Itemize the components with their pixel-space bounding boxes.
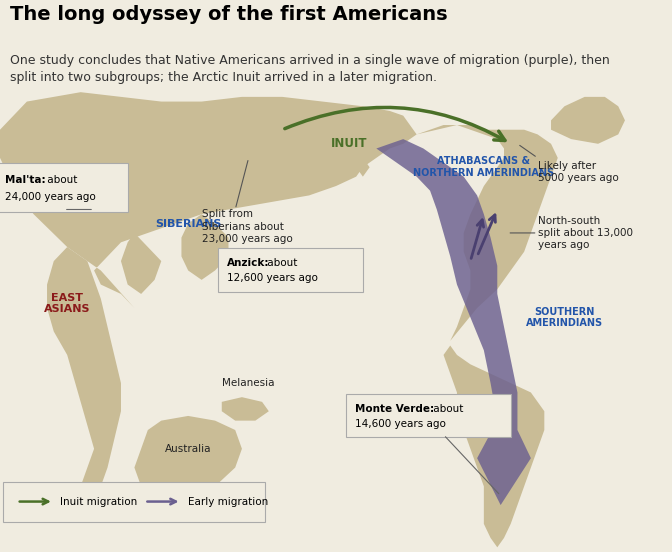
Text: 24,000 years ago: 24,000 years ago [5, 192, 96, 202]
Text: about: about [430, 404, 464, 414]
Polygon shape [417, 125, 558, 341]
Polygon shape [134, 416, 242, 496]
Text: Mal'ta:: Mal'ta: [5, 174, 46, 184]
Text: Australia: Australia [165, 444, 212, 454]
Text: 14,600 years ago: 14,600 years ago [355, 419, 446, 429]
Text: Early migration: Early migration [188, 497, 268, 507]
Polygon shape [47, 247, 121, 496]
Text: EAST
ASIANS: EAST ASIANS [44, 293, 91, 314]
FancyBboxPatch shape [3, 481, 265, 522]
Polygon shape [181, 214, 228, 280]
Text: Monte Verde:: Monte Verde: [355, 404, 434, 414]
FancyBboxPatch shape [0, 162, 128, 212]
Polygon shape [356, 158, 370, 177]
Text: One study concludes that Native Americans arrived in a single wave of migration : One study concludes that Native American… [10, 55, 610, 84]
Text: The long odyssey of the first Americans: The long odyssey of the first Americans [10, 4, 448, 24]
Polygon shape [551, 97, 625, 144]
Text: Inuit migration: Inuit migration [60, 497, 138, 507]
Text: ATHABASCANS &
NORTHERN AMERINDIANS: ATHABASCANS & NORTHERN AMERINDIANS [413, 156, 554, 178]
Text: Melanesia: Melanesia [222, 378, 275, 388]
Text: SOUTHERN
AMERINDIANS: SOUTHERN AMERINDIANS [526, 306, 603, 328]
Text: Split from
Siberians about
23,000 years ago: Split from Siberians about 23,000 years … [202, 210, 292, 245]
Polygon shape [0, 92, 417, 308]
Text: Anzick:: Anzick: [227, 258, 269, 268]
Text: about: about [44, 174, 78, 184]
Text: INUIT: INUIT [331, 137, 368, 150]
Text: 12,600 years ago: 12,600 years ago [227, 273, 318, 284]
Polygon shape [121, 233, 161, 294]
FancyBboxPatch shape [218, 248, 363, 291]
Text: about: about [264, 258, 298, 268]
Polygon shape [444, 346, 544, 548]
Text: Likely after
5000 years ago: Likely after 5000 years ago [538, 161, 618, 183]
Text: North-south
split about 13,000
years ago: North-south split about 13,000 years ago [538, 215, 632, 251]
Text: SIBERIANS: SIBERIANS [155, 219, 221, 229]
Polygon shape [376, 139, 531, 505]
Polygon shape [222, 397, 269, 421]
FancyBboxPatch shape [346, 394, 511, 437]
